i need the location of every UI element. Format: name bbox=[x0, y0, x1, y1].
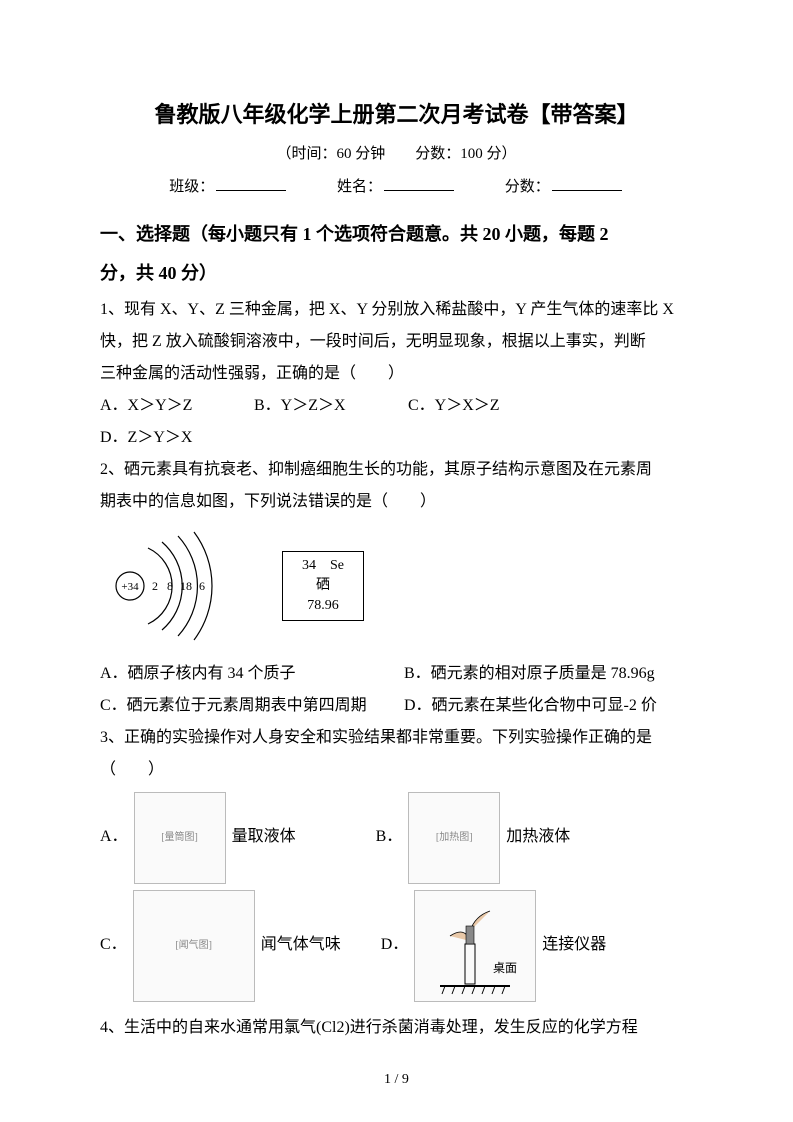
q3-d-label: D． bbox=[381, 931, 409, 960]
q3-a-text: 量取液体 bbox=[232, 823, 296, 852]
score-blank[interactable] bbox=[552, 175, 622, 191]
q3-c-text: 闻气体气味 bbox=[261, 931, 341, 960]
connect-apparatus-icon: 桌面 bbox=[414, 890, 536, 1002]
q4-line1: 4、生活中的自来水通常用氯气(Cl2)进行杀菌消毒处理，发生反应的化学方程 bbox=[100, 1012, 693, 1044]
q1-option-d[interactable]: D．Z＞Y＞X bbox=[100, 422, 240, 454]
class-label: 班级： bbox=[169, 179, 214, 195]
q3-row-cd: C． [闻气图] 闻气体气味 D． bbox=[100, 890, 693, 1002]
q2-option-d[interactable]: D．硒元素在某些化合物中可显-2 价 bbox=[404, 697, 657, 714]
q3-option-b[interactable]: B． [加热图] 加热液体 bbox=[376, 792, 571, 884]
svg-text:桌面: 桌面 bbox=[493, 961, 517, 975]
q3-a-label: A． bbox=[100, 823, 128, 852]
q1-option-b[interactable]: B．Y＞Z＞X bbox=[254, 390, 404, 422]
heating-liquid-icon: [加热图] bbox=[408, 792, 500, 884]
periodic-table-cell: 34 Se 硒 78.96 bbox=[282, 551, 364, 621]
nucleus-label: +34 bbox=[121, 581, 139, 593]
q2-row-ab: A．硒原子核内有 34 个质子 B．硒元素的相对原子质量是 78.96g bbox=[100, 658, 693, 690]
q3-option-a[interactable]: A． [量筒图] 量取液体 bbox=[100, 792, 296, 884]
q3-row-ab: A． [量筒图] 量取液体 B． [加热图] 加热液体 bbox=[100, 792, 693, 884]
svg-text:6: 6 bbox=[199, 579, 205, 593]
q3-line2: （ ） bbox=[100, 754, 693, 786]
q3-b-label: B． bbox=[376, 823, 403, 852]
svg-text:2: 2 bbox=[152, 579, 158, 593]
exam-title: 鲁教版八年级化学上册第二次月考试卷【带答案】 bbox=[100, 95, 693, 135]
q3-line1: 3、正确的实验操作对人身安全和实验结果都非常重要。下列实验操作正确的是 bbox=[100, 722, 693, 754]
q2-option-c[interactable]: C．硒元素位于元素周期表中第四周期 bbox=[100, 690, 400, 722]
q2-option-b[interactable]: B．硒元素的相对原子质量是 78.96g bbox=[404, 665, 655, 682]
pt-top: 34 Se bbox=[283, 556, 363, 576]
q1-line3: 三种金属的活动性强弱，正确的是（ ） bbox=[100, 358, 693, 390]
atom-structure-icon: +34 2 8 18 6 bbox=[100, 526, 260, 646]
name-label: 姓名： bbox=[337, 179, 382, 195]
score-label: 分数： bbox=[505, 179, 550, 195]
q3-c-label: C． bbox=[100, 931, 127, 960]
q1-line2: 快，把 Z 放入硫酸铜溶液中，一段时间后，无明显现象，根据以上事实，判断 bbox=[100, 326, 693, 358]
section-1-header-a: 一、选择题（每小题只有 1 个选项符合题意。共 20 小题，每题 2 bbox=[100, 215, 693, 255]
graduated-cylinder-icon: [量筒图] bbox=[134, 792, 226, 884]
section-1-header-b: 分，共 40 分） bbox=[100, 254, 693, 294]
q1-line1: 1、现有 X、Y、Z 三种金属，把 X、Y 分别放入稀盐酸中，Y 产生气体的速率… bbox=[100, 294, 693, 326]
student-fields: 班级： 姓名： 分数： bbox=[100, 174, 693, 201]
q2-option-a[interactable]: A．硒原子核内有 34 个质子 bbox=[100, 658, 400, 690]
q3-option-c[interactable]: C． [闻气图] 闻气体气味 bbox=[100, 890, 341, 1002]
page-number: 1 / 9 bbox=[0, 1067, 793, 1092]
q3-d-text: 连接仪器 bbox=[542, 931, 606, 960]
q3-b-text: 加热液体 bbox=[506, 823, 570, 852]
class-blank[interactable] bbox=[216, 175, 286, 191]
pt-mass: 78.96 bbox=[283, 596, 363, 616]
q2-row-cd: C．硒元素位于元素周期表中第四周期 D．硒元素在某些化合物中可显-2 价 bbox=[100, 690, 693, 722]
q1-option-c[interactable]: C．Y＞X＞Z bbox=[408, 390, 558, 422]
q2-line1: 2、硒元素具有抗衰老、抑制癌细胞生长的功能，其原子结构示意图及在元素周 bbox=[100, 454, 693, 486]
q2-line2: 期表中的信息如图，下列说法错误的是（ ） bbox=[100, 486, 693, 518]
smell-gas-icon: [闻气图] bbox=[133, 890, 255, 1002]
q3-option-d[interactable]: D． 桌面 连接仪器 bbox=[381, 890, 607, 1002]
q1-option-a[interactable]: A．X＞Y＞Z bbox=[100, 390, 250, 422]
q2-diagram: +34 2 8 18 6 34 Se 硒 78.96 bbox=[100, 526, 693, 646]
name-blank[interactable] bbox=[384, 175, 454, 191]
q1-options: A．X＞Y＞Z B．Y＞Z＞X C．Y＞X＞Z D．Z＞Y＞X bbox=[100, 390, 693, 454]
svg-text:18: 18 bbox=[180, 579, 192, 593]
exam-subtitle: （时间：60 分钟 分数：100 分） bbox=[100, 141, 693, 168]
pt-name: 硒 bbox=[283, 576, 363, 596]
svg-text:8: 8 bbox=[167, 579, 173, 593]
